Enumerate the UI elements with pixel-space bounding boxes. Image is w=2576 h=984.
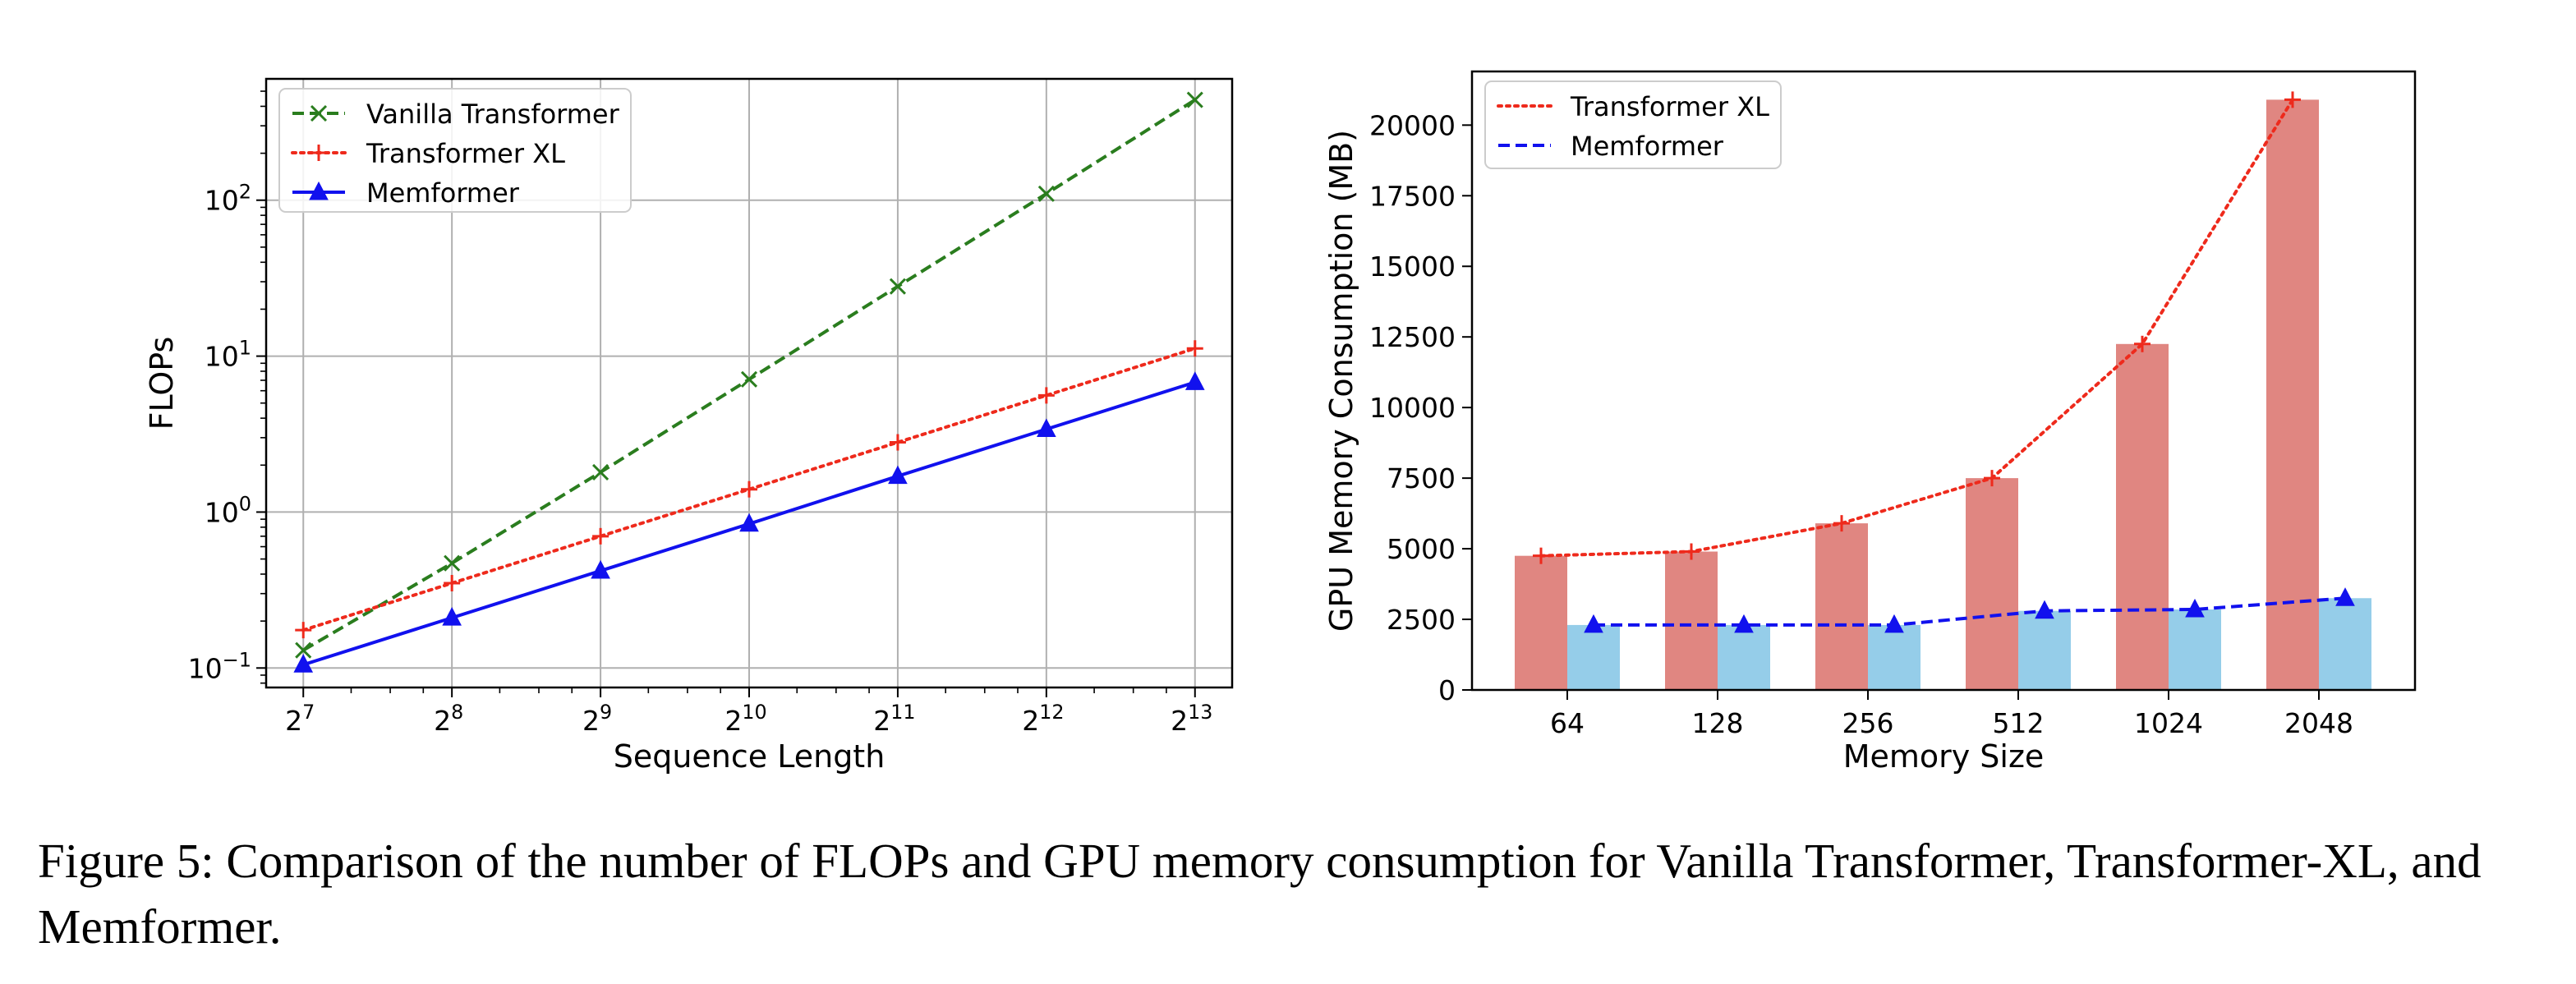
data-point [740, 370, 758, 388]
data-point [739, 513, 759, 532]
bar [2169, 609, 2221, 690]
flops-chart: 27 28 29 210 211 212 213 10−1 100 101 102 Sequence … [144, 77, 1234, 775]
bar [1815, 523, 1868, 690]
bar [1567, 624, 1620, 690]
bar [1718, 624, 1770, 690]
data-point [295, 622, 312, 639]
bar [1966, 478, 2018, 690]
data-point [444, 574, 461, 591]
data-point [2035, 600, 2054, 619]
data-point [1533, 547, 1549, 564]
y-tick-label: 15000 [1369, 251, 1456, 283]
data-point [592, 463, 610, 481]
legend-label: Vanilla Transformer [366, 99, 620, 130]
data-point [1037, 185, 1055, 202]
x-tick-label: 128 [1692, 707, 1744, 739]
data-point [1037, 418, 1056, 438]
bar [2116, 343, 2169, 690]
bar [1665, 551, 1718, 690]
data-point [2185, 598, 2205, 618]
y-tick-label: 100 [205, 492, 251, 528]
series-line [1594, 596, 2346, 627]
x-tick-label: 27 [285, 701, 315, 737]
x-axis-label: Memory Size [1843, 738, 2045, 775]
y-tick-label: 10−1 [188, 648, 251, 684]
series-line [1539, 98, 2294, 558]
data-point [293, 654, 314, 673]
data-point [888, 465, 908, 485]
bar [1515, 555, 1567, 690]
y-tick-label: 2500 [1387, 604, 1456, 636]
bar [1868, 624, 1920, 690]
data-point [442, 607, 462, 626]
y-tick-label: 101 [205, 337, 251, 373]
data-point [1984, 470, 2000, 487]
data-point [1734, 614, 1754, 633]
y-axis-label: GPU Memory Consumption (MB) [1323, 130, 1359, 632]
data-point [889, 278, 906, 295]
legend-marker [310, 145, 327, 161]
legend-marker [310, 104, 328, 122]
legend-box [1484, 80, 1782, 169]
x-tick-label: 2048 [2284, 707, 2353, 739]
data-point [1186, 340, 1203, 357]
legend-label: Transformer XL [1570, 91, 1769, 122]
plot-frame [264, 77, 1234, 689]
x-axis-label: Sequence Length [614, 738, 886, 775]
data-point [1184, 371, 1205, 390]
data-point [591, 559, 610, 579]
data-point [592, 527, 610, 545]
data-point [1037, 387, 1055, 404]
data-point [1884, 614, 1904, 633]
x-tick-label: 211 [873, 701, 915, 737]
data-point [2134, 335, 2150, 352]
y-tick-label: 102 [205, 181, 251, 217]
data-point [889, 434, 906, 451]
x-tick-label: 213 [1171, 701, 1212, 737]
x-tick-label: 212 [1022, 701, 1064, 737]
legend: Vanilla Transformer Transformer XL Memform… [278, 88, 632, 213]
x-tick-label: 512 [1993, 707, 2045, 739]
legend: Transformer XL Memformer [1484, 80, 1782, 169]
y-tick-label: 0 [1438, 674, 1456, 706]
y-tick-label: 17500 [1369, 180, 1456, 212]
legend-label: Memformer [366, 177, 520, 209]
data-point [741, 481, 757, 498]
y-tick-label: 7500 [1387, 462, 1456, 494]
y-tick-label: 20000 [1369, 109, 1456, 141]
x-tick-label: 210 [724, 701, 766, 737]
y-tick-label: 12500 [1369, 321, 1456, 353]
bar [2319, 598, 2371, 690]
x-tick-label: 1024 [2134, 707, 2203, 739]
data-point [1683, 543, 1700, 560]
data-point [1833, 515, 1850, 532]
data-point [444, 554, 461, 572]
data-point [295, 641, 312, 659]
bar [2018, 610, 2071, 690]
data-point [1186, 91, 1203, 108]
plot-frame [1470, 70, 2417, 692]
legend-box [278, 88, 632, 213]
gpu-memory-chart: 0 2500 5000 7500 10000 12500 15000 17500 20000 64… [1323, 70, 2417, 775]
legend-label: Memformer [1571, 131, 1724, 162]
x-tick-label: 29 [582, 701, 612, 737]
data-point [2284, 91, 2301, 108]
legend-marker [309, 181, 329, 200]
x-tick-label: 256 [1842, 707, 1894, 739]
data-point [2335, 587, 2355, 606]
data-point [1584, 614, 1603, 633]
y-tick-label: 5000 [1387, 533, 1456, 565]
y-tick-label: 10000 [1369, 392, 1456, 424]
x-tick-label: 64 [1550, 707, 1585, 739]
y-axis-label: FLOPs [144, 337, 180, 430]
x-tick-label: 28 [434, 701, 463, 737]
legend-label: Transformer XL [366, 138, 565, 169]
figure-caption: Figure 5: Comparison of the number of FL… [38, 834, 2482, 954]
bar [2266, 99, 2319, 691]
